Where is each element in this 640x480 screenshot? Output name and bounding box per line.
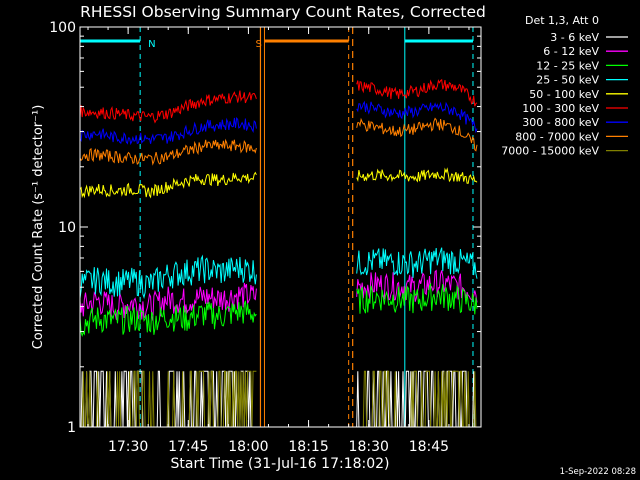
legend-label-4: 50 - 100 keV	[529, 88, 599, 101]
x-tick-label-4: 18:30	[349, 439, 389, 455]
flag-label-0: N	[148, 39, 155, 50]
series-line-4-seg2	[356, 167, 478, 184]
legend-label-8: 7000 - 15000 keV	[501, 145, 599, 158]
series-line-7-seg1	[79, 138, 257, 166]
series-line-5-seg2	[356, 78, 478, 107]
series-line-5-seg1	[79, 90, 257, 124]
series-layer	[79, 78, 478, 428]
legend-label-7: 800 - 7000 keV	[515, 130, 599, 143]
y-tick-label-2: 100	[49, 20, 76, 36]
series-line-2-seg2	[356, 282, 478, 315]
series-line-8-seg1	[80, 370, 257, 428]
x-tick-label-1: 17:45	[168, 439, 208, 455]
legend-label-6: 300 - 800 keV	[522, 116, 599, 129]
series-line-6-seg1	[79, 116, 257, 146]
series-line-6-seg2	[356, 100, 478, 134]
y-tick-label-0: 1	[67, 420, 76, 436]
x-tick-label-5: 18:45	[409, 439, 449, 455]
x-tick-label-0: 17:30	[108, 439, 148, 455]
legend-label-0: 3 - 6 keV	[550, 31, 599, 44]
x-tick-label-3: 18:15	[288, 439, 328, 455]
y-axis-label: Corrected Count Rate (s⁻¹ detector⁻¹)	[31, 105, 46, 350]
y-tick-label-1: 10	[58, 220, 76, 236]
legend-label-3: 25 - 50 keV	[536, 74, 599, 87]
series-line-3-seg1	[79, 254, 257, 299]
x-axis-label: Start Time (31-Jul-16 17:18:02)	[170, 456, 389, 472]
legend-label-5: 100 - 300 keV	[522, 102, 599, 115]
legend-title: Det 1,3, Att 0	[525, 14, 599, 27]
axes-layer: 17:30 17:45 18:00 18:15 18:30 18:45 1 10 100	[49, 20, 481, 455]
series-line-2-seg1	[79, 300, 257, 338]
footer-timestamp: 1-Sep-2022 08:28	[560, 467, 636, 477]
series-line-1-seg1	[79, 282, 257, 321]
flag-label-2: S	[255, 39, 261, 50]
series-line-4-seg1	[79, 171, 257, 199]
series-line-7-seg2	[356, 117, 478, 152]
chart-title: RHESSI Observing Summary Count Rates, Co…	[80, 3, 486, 21]
series-line-1-seg2	[356, 269, 478, 303]
legend-label-1: 6 - 12 keV	[543, 45, 599, 58]
series-line-3-seg2	[356, 247, 478, 279]
x-tick-label-2: 18:00	[228, 439, 268, 455]
legend-label-2: 12 - 25 keV	[536, 59, 599, 72]
